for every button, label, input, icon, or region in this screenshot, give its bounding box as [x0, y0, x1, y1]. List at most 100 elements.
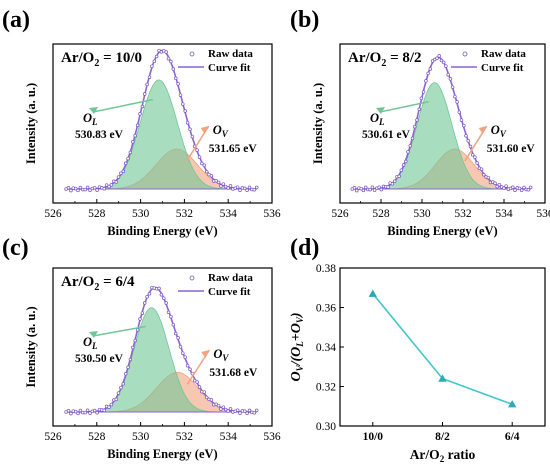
raw-data-point	[85, 185, 90, 190]
raw-data-point	[406, 150, 410, 154]
raw-data-point	[504, 184, 508, 188]
raw-data-point	[95, 188, 99, 192]
raw-data-point	[190, 134, 195, 139]
ov-symbol: OV	[213, 123, 229, 139]
raw-data-point	[128, 357, 133, 362]
raw-data-point	[417, 107, 421, 112]
raw-data-point	[181, 351, 185, 355]
raw-data-point	[419, 96, 424, 101]
raw-data-point	[173, 76, 178, 81]
raw-data-point	[154, 54, 159, 59]
y-tick-label: 0.38	[316, 263, 336, 275]
raw-data-point	[412, 124, 417, 129]
raw-data-point	[131, 345, 135, 350]
raw-data-point	[475, 161, 479, 165]
ol-value: 530.83 eV	[75, 129, 124, 141]
raw-data-point	[114, 397, 118, 402]
raw-data-point	[126, 365, 130, 370]
raw-data-point	[446, 72, 450, 77]
raw-data-point	[386, 185, 390, 189]
condition-suffix: = 10/0	[99, 50, 142, 66]
raw-data-point	[107, 184, 111, 189]
x-axis-label: Binding Energy (eV)	[387, 224, 497, 238]
raw-data-point	[441, 60, 446, 65]
raw-data-point	[76, 188, 80, 193]
raw-data-point	[162, 296, 166, 300]
raw-data-point	[171, 67, 176, 71]
raw-data-point	[92, 408, 97, 413]
raw-data-point	[195, 380, 199, 384]
condition-label: Ar/O2 = 6/4	[61, 274, 135, 293]
x-tick-label: 526	[44, 431, 62, 443]
raw-data-point	[121, 382, 126, 386]
ratio-point	[368, 289, 377, 297]
ratio-point	[508, 400, 517, 408]
y-axis-label: Intensity (a. u.)	[24, 306, 38, 387]
raw-data-point	[415, 118, 419, 122]
legend-fit-label: Curve fit	[208, 286, 251, 298]
x-tick-label: 10/0	[363, 431, 384, 443]
raw-data-point	[473, 155, 477, 159]
raw-data-point	[468, 144, 473, 149]
raw-data-point	[197, 155, 202, 159]
condition-subscript: 2	[94, 58, 99, 69]
raw-data-point	[157, 286, 161, 291]
raw-data-point	[185, 120, 190, 125]
y-label-o1: O	[289, 371, 304, 381]
raw-data-point	[188, 367, 192, 372]
raw-data-point	[245, 411, 249, 416]
raw-data-point	[226, 186, 230, 190]
ol-symbol: OL	[83, 335, 98, 351]
ov-symbol-sub: V	[500, 129, 507, 139]
raw-data-point	[214, 179, 218, 183]
raw-data-point	[150, 64, 154, 68]
raw-data-point	[528, 185, 533, 190]
raw-data-point	[363, 185, 368, 190]
x-tick-label: 534	[220, 431, 238, 443]
raw-data-point	[142, 92, 147, 96]
raw-data-point	[361, 188, 366, 193]
raw-data-point	[200, 161, 204, 166]
raw-data-point	[66, 409, 71, 413]
raw-data-point	[379, 187, 384, 192]
ol-arrowhead	[89, 107, 98, 114]
raw-data-point	[511, 185, 515, 190]
raw-data-point	[78, 408, 83, 413]
condition-prefix: Ar/O	[348, 50, 381, 66]
x-tick-label: 532	[176, 208, 194, 220]
raw-data-point	[197, 385, 202, 389]
legend-raw-label: Raw data	[208, 48, 253, 60]
panel-a: (a) 526 528 530 532 534 536 Binding Energy (eV)…	[2, 7, 281, 238]
x-tick-label: 528	[88, 431, 106, 443]
ol-symbol-main: O	[83, 335, 92, 349]
raw-data-point	[135, 123, 140, 128]
raw-data-point	[245, 188, 249, 193]
condition-label: Ar/O2 = 10/0	[61, 50, 142, 69]
raw-data-point	[169, 59, 173, 64]
x-tick-label: 526	[331, 208, 349, 220]
raw-data-point	[195, 148, 199, 152]
raw-data-point	[173, 331, 178, 336]
raw-data-point	[377, 185, 381, 190]
raw-data-point	[252, 410, 257, 415]
raw-data-point	[482, 173, 486, 177]
raw-data-point	[502, 186, 506, 191]
ol-symbol-sub: L	[378, 117, 385, 127]
raw-data-point	[486, 175, 491, 180]
raw-data-point	[457, 110, 462, 114]
raw-data-point	[133, 338, 137, 343]
raw-data-point	[254, 185, 259, 190]
ov-symbol-main: O	[213, 123, 222, 137]
legend-raw-label: Raw data	[208, 272, 253, 284]
raw-data-point	[121, 169, 126, 174]
raw-data-point	[408, 144, 413, 148]
raw-data-point	[140, 311, 145, 315]
raw-data-point	[78, 185, 83, 190]
ol-arrowhead	[89, 331, 98, 338]
x-tick-label: 534	[220, 208, 238, 220]
raw-data-point	[235, 408, 240, 412]
raw-data-point	[435, 56, 439, 61]
ol-symbol-sub: L	[91, 341, 98, 351]
raw-data-point	[243, 409, 247, 414]
raw-data-point	[204, 395, 209, 400]
